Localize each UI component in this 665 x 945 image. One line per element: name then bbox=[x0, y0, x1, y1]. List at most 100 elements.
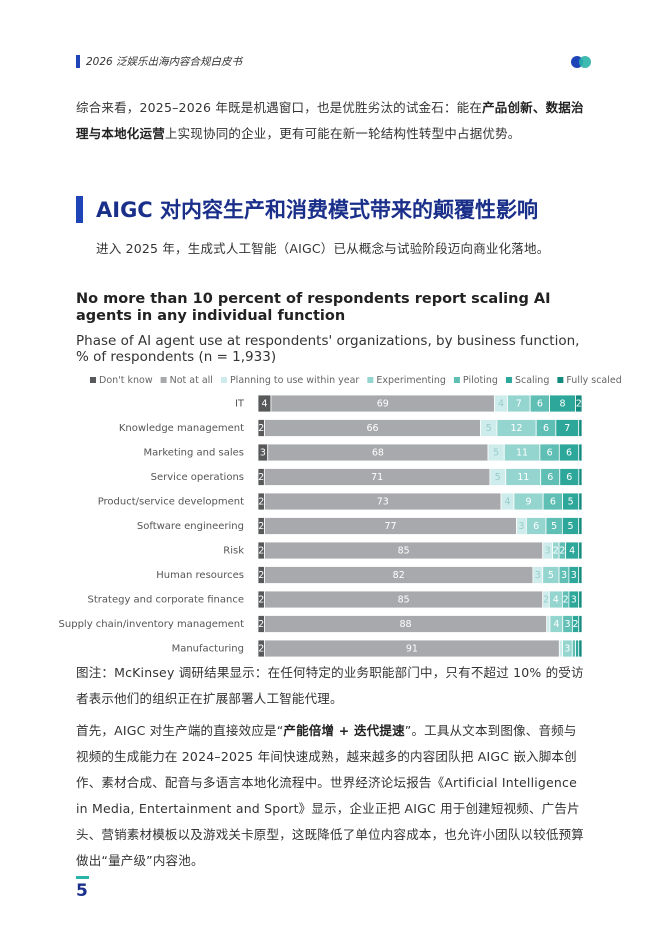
chart-title: No more than 10 percent of respondents r… bbox=[76, 291, 551, 324]
data-label: 2 bbox=[563, 595, 569, 606]
data-label: 6 bbox=[537, 399, 543, 410]
legend-label: Planning to use within year bbox=[230, 375, 359, 386]
data-label: 2 bbox=[258, 521, 264, 532]
category-label: Knowledge management bbox=[119, 423, 244, 434]
category-label: Manufacturing bbox=[172, 644, 244, 655]
legend-swatch bbox=[557, 377, 564, 383]
data-label: 5 bbox=[495, 472, 501, 483]
data-label: 2 bbox=[258, 644, 264, 655]
legend-label: Fully scaled bbox=[566, 375, 621, 386]
data-label: 4 bbox=[553, 619, 559, 630]
bar-segment bbox=[578, 639, 583, 658]
bar-segment bbox=[578, 468, 583, 486]
data-label: 2 bbox=[559, 546, 565, 557]
data-label: 6 bbox=[547, 472, 553, 483]
legend-swatch bbox=[505, 377, 512, 383]
section-bar bbox=[76, 196, 83, 223]
legend-label: Scaling bbox=[515, 375, 549, 386]
data-label: 2 bbox=[553, 546, 559, 557]
data-label: 2 bbox=[258, 423, 264, 434]
legend-swatch bbox=[90, 377, 96, 383]
data-label: 6 bbox=[533, 521, 539, 532]
bar-segment bbox=[575, 639, 580, 658]
data-label: 6 bbox=[547, 448, 553, 459]
category-label: Human resources bbox=[156, 570, 244, 581]
bar-segment bbox=[578, 541, 583, 560]
category-label: Software engineering bbox=[137, 521, 244, 532]
header-title: 2026 泛娱乐出海内容合规白皮书 bbox=[86, 56, 243, 68]
data-label: 3 bbox=[518, 521, 524, 532]
data-label: 6 bbox=[566, 448, 572, 459]
data-label: 2 bbox=[543, 595, 549, 606]
data-label: 2 bbox=[573, 619, 579, 630]
header-bar bbox=[76, 55, 80, 68]
data-label: 2 bbox=[258, 497, 264, 508]
data-label: 3 bbox=[535, 570, 541, 581]
data-label: 5 bbox=[568, 497, 574, 508]
caption: 图注：McKinsey 调研结果显示：在任何特定的业务职能部门中，只有不超过 1… bbox=[76, 665, 584, 706]
data-label: 73 bbox=[377, 497, 389, 508]
data-label: 69 bbox=[377, 399, 389, 410]
page-mark bbox=[76, 876, 89, 879]
category-label: Marketing and sales bbox=[144, 448, 245, 459]
chart-subtitle: Phase of AI agent use at respondents' or… bbox=[76, 333, 580, 365]
bar-segment bbox=[558, 639, 563, 658]
category-label: Risk bbox=[223, 546, 244, 557]
data-label: 6 bbox=[543, 423, 549, 434]
data-label: 5 bbox=[493, 448, 499, 459]
bold-text: 产品创新、数据治理与本地化运营 bbox=[76, 100, 584, 141]
data-label: 8 bbox=[560, 399, 566, 410]
data-label: 6 bbox=[550, 497, 556, 508]
bar-segment bbox=[546, 615, 551, 633]
data-label: 6 bbox=[566, 472, 572, 483]
data-label: 2 bbox=[576, 399, 582, 410]
data-label: 77 bbox=[384, 521, 396, 532]
legend-label: Piloting bbox=[463, 375, 498, 386]
data-label: 12 bbox=[510, 423, 522, 434]
text: 综合来看，2025–2026 年既是机遇窗口，也是优胜劣汰的试金石：能在 bbox=[76, 100, 483, 115]
data-label: 82 bbox=[393, 570, 405, 581]
intro: 综合来看，2025–2026 年既是机遇窗口，也是优胜劣汰的试金石：能在产品创新… bbox=[76, 95, 589, 147]
legend-label: Don't know bbox=[99, 375, 153, 386]
data-label: 5 bbox=[551, 521, 557, 532]
data-label: 3 bbox=[561, 570, 567, 581]
data-label: 4 bbox=[504, 497, 510, 508]
data-label: 7 bbox=[564, 423, 570, 434]
bar-segment bbox=[578, 517, 583, 535]
section-title: AIGC 对内容生产和消费模式带来的颠覆性影响 bbox=[96, 198, 539, 222]
chart: Don't know Not at all Planning to use with… bbox=[59, 375, 622, 658]
bar-segment bbox=[578, 590, 583, 609]
section-lead: 进入 2025 年，生成式人工智能（AIGC）已从概念与试验阶段迈向商业化落地。 bbox=[96, 241, 550, 256]
data-label: 7 bbox=[516, 399, 522, 410]
data-label: 2 bbox=[258, 595, 264, 606]
data-label: 4 bbox=[261, 399, 267, 410]
data-label: 2 bbox=[258, 619, 264, 630]
data-label: 5 bbox=[486, 423, 492, 434]
data-label: 4 bbox=[569, 546, 575, 557]
data-label: 68 bbox=[372, 448, 384, 459]
text: 首先，AIGC 对生产端的直接效应是“ bbox=[76, 723, 284, 738]
bar-segment bbox=[578, 443, 583, 462]
data-label: 71 bbox=[371, 472, 383, 483]
logo bbox=[571, 56, 591, 68]
category-label: Strategy and corporate finance bbox=[88, 595, 244, 606]
legend-label: Experimenting bbox=[376, 375, 446, 386]
data-label: 3 bbox=[545, 546, 551, 557]
category-label: Product/service development bbox=[98, 497, 244, 508]
legend-swatch bbox=[367, 377, 374, 383]
text: 上实现协同的企业，更有可能在新一轮结构性转型中占据优势。 bbox=[164, 126, 521, 141]
data-label: 85 bbox=[398, 595, 410, 606]
data-label: 9 bbox=[526, 497, 532, 508]
data-label: 3 bbox=[571, 570, 577, 581]
bold-text: 产能倍增 + 迭代提速 bbox=[283, 723, 405, 738]
data-label: 3 bbox=[565, 619, 571, 630]
bar-segment bbox=[578, 566, 583, 584]
legend-swatch bbox=[160, 377, 167, 383]
bar-segment bbox=[578, 615, 583, 633]
data-label: 3 bbox=[260, 448, 266, 459]
bar-segment bbox=[571, 639, 576, 658]
data-label: 11 bbox=[517, 472, 529, 483]
data-label: 3 bbox=[564, 644, 570, 655]
legend-label: Not at all bbox=[170, 375, 213, 386]
data-label: 11 bbox=[516, 448, 528, 459]
